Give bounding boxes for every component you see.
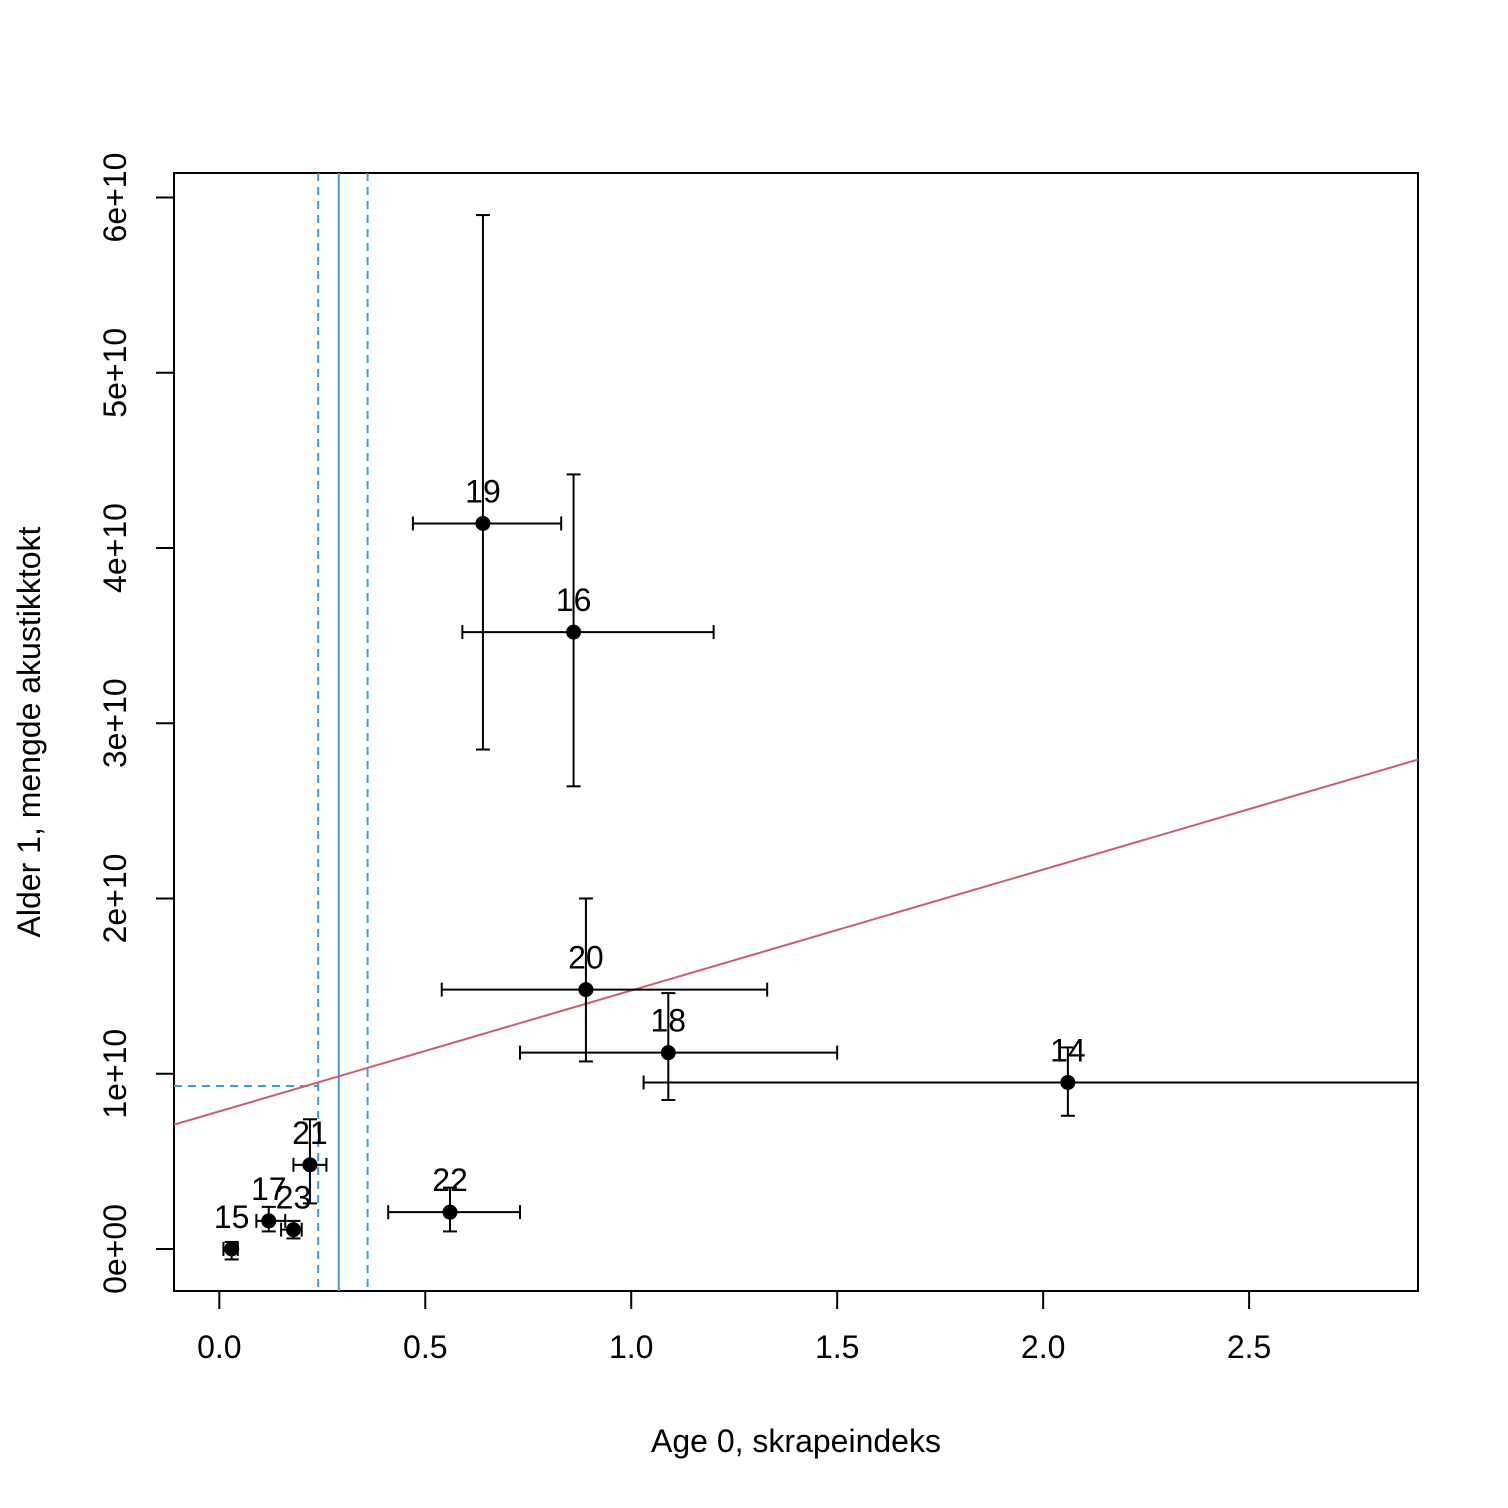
point-marker: [302, 1157, 318, 1173]
y-tick-label: 5e+10: [97, 328, 133, 418]
y-tick-label: 1e+10: [97, 1029, 133, 1119]
regression-line: [174, 758, 1418, 1126]
point-label: 21: [292, 1115, 328, 1151]
point-marker: [1060, 1074, 1076, 1090]
data-point-22: 22: [387, 1162, 522, 1233]
x-tick-label: 1.0: [609, 1329, 653, 1365]
x-tick-label: 2.5: [1227, 1329, 1271, 1365]
data-point-16: 16: [461, 473, 715, 788]
point-marker: [475, 515, 491, 531]
data-point-23: 23: [276, 1180, 312, 1240]
x-axis: 0.0 0.5 1.0 1.5 2.0 2.5: [197, 1290, 1271, 1365]
y-tick-label: 3e+10: [97, 678, 133, 768]
data-point-14: 14: [642, 1032, 1418, 1117]
plot-area: 14 15 16 17 18 19 20 21 22 23: [174, 173, 1418, 1291]
point-label: 23: [276, 1180, 312, 1216]
point-label: 18: [651, 1003, 687, 1039]
y-axis: 0e+00 1e+10 2e+10 3e+10 4e+10 5e+10 6e+10: [97, 153, 175, 1294]
y-tick-label: 2e+10: [97, 854, 133, 944]
y-tick-label: 6e+10: [97, 153, 133, 243]
point-label: 14: [1050, 1032, 1086, 1068]
x-tick-label: 0.0: [197, 1329, 241, 1365]
point-label: 17: [251, 1171, 287, 1207]
point-marker: [224, 1241, 240, 1257]
data-point-17: 17: [251, 1171, 287, 1233]
point-marker: [261, 1213, 277, 1229]
data-point-15: 15: [214, 1199, 250, 1261]
y-axis-title: Alder 1, mengde akustikktokt: [11, 526, 47, 937]
point-label: 15: [214, 1199, 250, 1235]
data-point-20: 20: [440, 897, 769, 1063]
x-tick-label: 0.5: [403, 1329, 447, 1365]
y-tick-label: 0e+00: [97, 1204, 133, 1294]
point-label: 19: [465, 473, 501, 509]
point-marker: [566, 624, 582, 640]
x-tick-label: 1.5: [815, 1329, 859, 1365]
point-marker: [660, 1045, 676, 1061]
plot-frame: [173, 172, 1419, 1292]
point-label: 22: [432, 1162, 468, 1198]
data-point-18: 18: [519, 992, 839, 1101]
x-axis-title: Age 0, skrapeindeks: [651, 1423, 941, 1459]
y-tick-label: 4e+10: [97, 503, 133, 593]
data-point-19: 19: [411, 214, 563, 751]
point-label: 16: [556, 582, 592, 618]
data-point-21: 21: [292, 1115, 328, 1205]
point-label: 20: [568, 940, 604, 976]
point-marker: [285, 1222, 301, 1238]
point-marker: [578, 982, 594, 998]
point-marker: [442, 1204, 458, 1220]
x-tick-label: 2.0: [1021, 1329, 1065, 1365]
